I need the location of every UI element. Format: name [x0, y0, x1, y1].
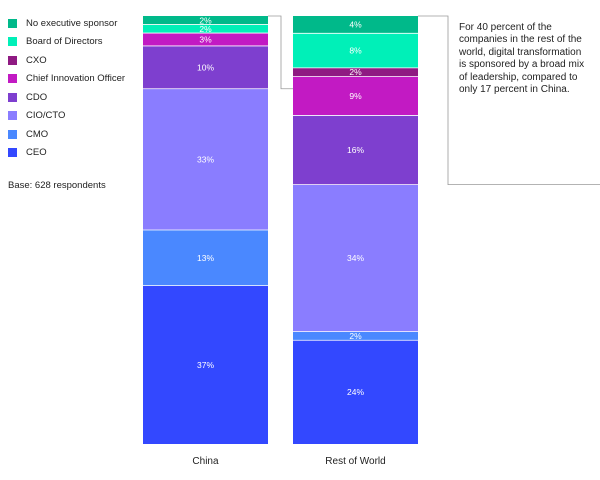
bar-segment-china-board-of-directors	[143, 24, 268, 34]
bar-segment-rest-of-world-ceo	[293, 340, 418, 444]
legend-swatch	[8, 37, 17, 47]
bar-segment-rest-of-world-no-executive-sponsor	[293, 16, 418, 34]
data-label-china-chief-innovation-officer: 3%	[199, 35, 212, 45]
bar-segment-rest-of-world-board-of-directors	[293, 33, 418, 68]
data-label-china-cdo: 10%	[197, 62, 214, 72]
legend-label: CIO/CTO	[26, 110, 66, 122]
legend-label: CMO	[26, 128, 49, 140]
bar-segment-rest-of-world-cdo	[293, 115, 418, 185]
data-label-rest-of-world-cio-cto: 34%	[347, 253, 364, 263]
legend-swatch	[8, 74, 17, 84]
data-label-rest-of-world-cmo: 2%	[349, 331, 362, 341]
bar-segment-china-no-executive-sponsor	[143, 16, 268, 25]
legend-label: CEO	[26, 147, 47, 159]
legend-swatch	[8, 92, 17, 102]
data-label-china-no-executive-sponsor: 2%	[199, 15, 212, 25]
legend-swatch	[8, 55, 17, 65]
legend-label: No executive sponsor	[26, 17, 118, 29]
legend-item-cmo: CMO	[8, 125, 125, 144]
legend: No executive sponsor Board of Directors CX…	[8, 14, 125, 162]
bar-segment-rest-of-world-chief-innovation-officer	[293, 76, 418, 116]
data-label-rest-of-world-cdo: 16%	[347, 145, 364, 155]
bar-segment-rest-of-world-cio-cto	[293, 184, 418, 332]
legend-swatch	[8, 129, 17, 139]
data-label-rest-of-world-no-executive-sponsor: 4%	[349, 20, 362, 30]
data-label-china-ceo: 37%	[197, 360, 214, 370]
category-label-rest-of-world: Rest of World	[325, 456, 385, 467]
legend-item-cxo: CXO	[8, 51, 125, 70]
bar-segment-china-cio-cto	[143, 88, 268, 230]
bar-segment-china-ceo	[143, 285, 268, 444]
data-label-rest-of-world-ceo: 24%	[347, 387, 364, 397]
legend-label: CDO	[26, 91, 48, 103]
data-label-china-board-of-directors: 2%	[199, 24, 212, 34]
legend-item-board-of-directors: Board of Directors	[8, 33, 125, 52]
annotation-text: For 40 percent of the companies in the r…	[459, 22, 585, 96]
base-note: Base: 628 respondents	[8, 180, 106, 191]
legend-item-no-executive-sponsor: No executive sponsor	[8, 14, 125, 33]
callout-bracket	[268, 15, 600, 186]
bar-segment-china-chief-innovation-officer	[143, 33, 268, 46]
bar-segment-china-cmo	[143, 230, 268, 286]
legend-swatch	[8, 111, 17, 121]
legend-item-chief-innovation-officer: Chief Innovation Officer	[8, 70, 125, 89]
data-label-rest-of-world-chief-innovation-officer: 9%	[349, 91, 362, 101]
data-label-rest-of-world-cxo: 2%	[349, 67, 362, 77]
bar-segment-rest-of-world-cxo	[293, 67, 418, 77]
category-label-china: China	[192, 456, 219, 467]
legend-item-cio-cto: CIO/CTO	[8, 107, 125, 126]
bar-segment-rest-of-world-cmo	[293, 331, 418, 341]
data-label-china-cmo: 13%	[197, 253, 214, 263]
legend-item-cdo: CDO	[8, 88, 125, 107]
legend-swatch	[8, 18, 17, 28]
legend-swatch	[8, 148, 17, 158]
bar-segment-china-cdo	[143, 45, 268, 89]
legend-label: Chief Innovation Officer	[26, 73, 126, 85]
data-label-china-cio-cto: 33%	[197, 154, 214, 164]
legend-item-ceo: CEO	[8, 144, 125, 163]
data-label-rest-of-world-board-of-directors: 8%	[349, 46, 362, 56]
legend-label: CXO	[26, 54, 47, 66]
legend-label: Board of Directors	[26, 36, 103, 48]
